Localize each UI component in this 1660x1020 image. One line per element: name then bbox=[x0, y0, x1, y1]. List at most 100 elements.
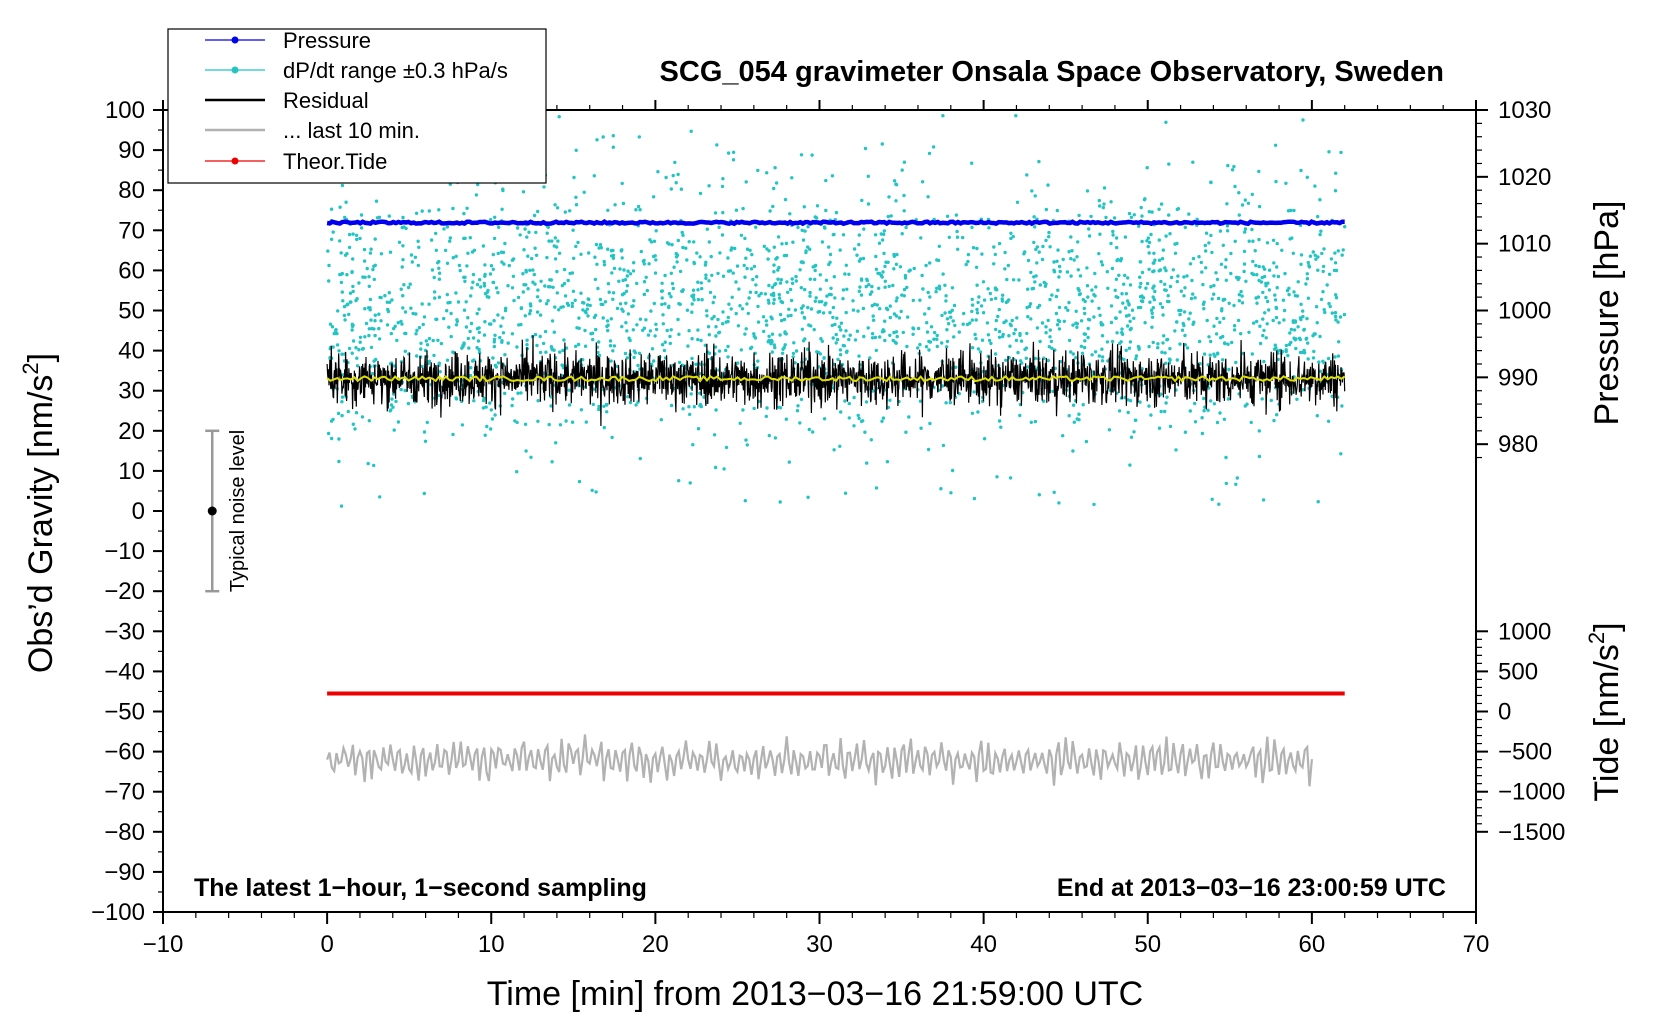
dpdt-point bbox=[881, 270, 885, 274]
dpdt-point bbox=[836, 357, 840, 362]
dpdt-point bbox=[1132, 316, 1136, 320]
dpdt-point bbox=[1257, 204, 1262, 209]
dpdt-point bbox=[1152, 298, 1157, 302]
dpdt-point bbox=[1298, 337, 1303, 342]
pressure-tick-label: 990 bbox=[1498, 364, 1538, 391]
dpdt-point bbox=[1110, 339, 1115, 344]
dpdt-point bbox=[1283, 271, 1287, 276]
dpdt-point bbox=[1085, 284, 1090, 288]
dpdt-point bbox=[437, 271, 442, 275]
dpdt-point bbox=[900, 232, 904, 236]
dpdt-point bbox=[413, 255, 418, 259]
dpdt-point bbox=[696, 297, 701, 302]
dpdt-point bbox=[1024, 356, 1029, 360]
dpdt-point bbox=[609, 254, 614, 258]
dpdt-point bbox=[406, 285, 411, 290]
dpdt-point bbox=[334, 329, 338, 333]
dpdt-point bbox=[1339, 452, 1343, 456]
dpdt-point bbox=[708, 290, 713, 295]
dpdt-point bbox=[1305, 175, 1310, 179]
dpdt-point bbox=[432, 353, 436, 358]
dpdt-point bbox=[687, 240, 691, 244]
dpdt-point bbox=[841, 233, 846, 237]
dpdt-point bbox=[885, 307, 890, 312]
dpdt-point bbox=[472, 399, 476, 403]
dpdt-point bbox=[566, 278, 570, 283]
dpdt-point bbox=[1265, 241, 1270, 245]
dpdt-point bbox=[767, 433, 771, 438]
dpdt-point bbox=[982, 298, 987, 302]
dpdt-point bbox=[1292, 208, 1296, 213]
dpdt-point bbox=[1070, 249, 1074, 253]
dpdt-point bbox=[734, 280, 738, 284]
dpdt-point bbox=[744, 327, 748, 331]
dpdt-point bbox=[340, 290, 344, 294]
dpdt-point bbox=[731, 150, 736, 154]
dpdt-point bbox=[1292, 328, 1297, 332]
dpdt-point bbox=[996, 314, 1000, 319]
dpdt-point bbox=[653, 271, 658, 275]
dpdt-point bbox=[500, 260, 504, 264]
dpdt-point bbox=[790, 281, 795, 285]
dpdt-point bbox=[947, 235, 951, 239]
dpdt-point bbox=[596, 350, 600, 355]
dpdt-point bbox=[1330, 394, 1334, 398]
dpdt-point bbox=[888, 315, 892, 320]
dpdt-point bbox=[448, 239, 452, 243]
dpdt-point bbox=[905, 285, 909, 290]
dpdt-point bbox=[419, 347, 423, 351]
dpdt-point bbox=[791, 355, 795, 359]
dpdt-point bbox=[462, 275, 466, 279]
dpdt-point bbox=[1330, 311, 1335, 315]
dpdt-point bbox=[955, 235, 960, 239]
dpdt-point bbox=[1052, 268, 1056, 272]
dpdt-point bbox=[587, 251, 591, 255]
dpdt-point bbox=[523, 314, 527, 318]
legend-label-tide: Theor.Tide bbox=[283, 149, 387, 174]
dpdt-point bbox=[945, 345, 949, 349]
dpdt-point bbox=[828, 310, 832, 315]
dpdt-point bbox=[744, 438, 748, 442]
dpdt-point bbox=[1064, 306, 1068, 310]
dpdt-point bbox=[1086, 335, 1090, 340]
dpdt-point bbox=[479, 285, 483, 289]
dpdt-point bbox=[803, 287, 807, 292]
dpdt-point bbox=[558, 423, 563, 427]
dpdt-point bbox=[605, 403, 609, 407]
dpdt-point bbox=[994, 327, 998, 332]
dpdt-point bbox=[532, 213, 537, 218]
y-tick-label: 10 bbox=[118, 458, 145, 485]
dpdt-point bbox=[1200, 431, 1205, 436]
dpdt-point bbox=[1150, 311, 1154, 315]
dpdt-point bbox=[1224, 258, 1228, 262]
dpdt-point bbox=[454, 397, 459, 401]
dpdt-point bbox=[987, 226, 991, 230]
dpdt-point bbox=[838, 444, 842, 448]
dpdt-point bbox=[388, 300, 392, 304]
dpdt-point bbox=[532, 272, 536, 277]
dpdt-point bbox=[731, 271, 735, 275]
dpdt-point bbox=[570, 304, 574, 309]
dpdt-point bbox=[638, 456, 642, 461]
dpdt-point bbox=[859, 278, 864, 282]
dpdt-point bbox=[870, 284, 874, 289]
x-tick-label: 70 bbox=[1463, 931, 1490, 958]
dpdt-point bbox=[373, 313, 377, 317]
dpdt-point bbox=[696, 427, 701, 431]
dpdt-point bbox=[866, 202, 871, 206]
x-tick-label: 40 bbox=[970, 931, 997, 958]
dpdt-point bbox=[1145, 166, 1149, 170]
dpdt-point bbox=[1157, 269, 1161, 273]
dpdt-point bbox=[1161, 313, 1165, 317]
dpdt-point bbox=[365, 266, 369, 271]
dpdt-point bbox=[1151, 306, 1156, 310]
dpdt-point bbox=[770, 285, 775, 289]
dpdt-point bbox=[838, 248, 842, 252]
dpdt-point bbox=[1299, 302, 1303, 306]
dpdt-point bbox=[957, 330, 961, 334]
dpdt-point bbox=[1336, 249, 1341, 253]
dpdt-point bbox=[475, 327, 480, 331]
dpdt-point bbox=[669, 403, 674, 408]
dpdt-point bbox=[1083, 339, 1087, 343]
dpdt-point bbox=[685, 308, 690, 312]
